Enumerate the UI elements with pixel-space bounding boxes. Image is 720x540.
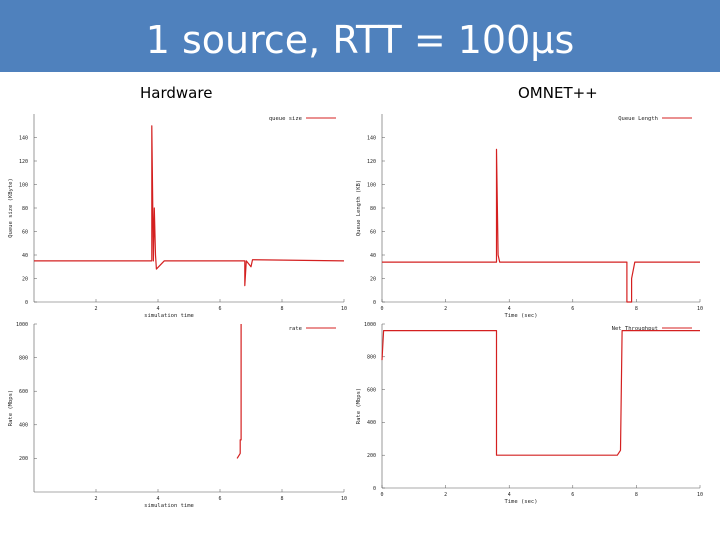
- y-tick-label: 800: [19, 355, 28, 361]
- y-tick-label: 600: [367, 387, 376, 393]
- x-axis-title: Time (sec): [504, 499, 537, 505]
- y-axis-title: Queue size (KByte): [8, 178, 14, 238]
- omnet-queue-chart: 0 20 40 60 80 100 120 140 0 2 4 6 8 10 Time (sec) Queue…: [356, 114, 703, 319]
- x-tick-label: 2: [444, 492, 447, 498]
- y-tick-label: 100: [19, 182, 28, 188]
- x-tick-label: 6: [218, 496, 221, 502]
- hardware-rate-chart: 200 400 600 800 1000 2 4 6 8 10 simulation time Rat…: [8, 322, 347, 509]
- x-axis-title: simulation time: [144, 313, 194, 319]
- y-tick-label: 140: [367, 135, 376, 141]
- y-tick-label: 120: [367, 159, 376, 165]
- x-tick-label: 0: [380, 492, 383, 498]
- x-tick-label: 4: [508, 492, 511, 498]
- hardware-column-label: Hardware: [140, 84, 213, 102]
- x-tick-label: 4: [156, 496, 159, 502]
- y-axis-title: Rate (Mbps): [356, 388, 362, 424]
- series-line: [236, 324, 242, 459]
- series-line: [382, 148, 700, 303]
- x-tick-label: 8: [635, 306, 638, 312]
- y-tick-label: 60: [22, 229, 28, 235]
- y-tick-label: 80: [22, 206, 28, 212]
- omnet-rate-chart: 0 200 400 600 800 1000 0 2 4 6 8 10 Time (sec) Rate (…: [356, 322, 703, 505]
- series-line: [381, 330, 700, 456]
- y-tick-label: 20: [370, 276, 376, 282]
- y-tick-label: 200: [19, 456, 28, 462]
- y-tick-label: 60: [370, 229, 376, 235]
- x-tick-label: 6: [218, 306, 221, 312]
- y-tick-label: 100: [367, 182, 376, 188]
- x-tick-label: 2: [94, 306, 97, 312]
- y-tick-label: 20: [22, 276, 28, 282]
- x-tick-label: 0: [380, 306, 383, 312]
- x-tick-label: 10: [697, 492, 703, 498]
- title-bar: [0, 0, 720, 72]
- y-tick-label: 600: [19, 389, 28, 395]
- y-tick-label: 0: [373, 486, 376, 492]
- series-line: [34, 125, 345, 287]
- x-tick-label: 2: [94, 496, 97, 502]
- y-tick-label: 120: [19, 159, 28, 165]
- legend-label: Net Throughput: [612, 326, 658, 332]
- y-tick-label: 0: [373, 300, 376, 306]
- x-tick-label: 10: [697, 306, 703, 312]
- x-tick-label: 10: [341, 306, 347, 312]
- x-tick-label: 8: [280, 306, 283, 312]
- y-axis-title: Rate (Mbps): [8, 390, 14, 426]
- y-tick-label: 40: [370, 253, 376, 259]
- y-tick-label: 200: [367, 453, 376, 459]
- legend-label: rate: [289, 326, 302, 332]
- y-tick-label: 1000: [364, 322, 376, 328]
- x-tick-label: 4: [508, 306, 511, 312]
- y-tick-label: 40: [22, 253, 28, 259]
- omnet-column-label: OMNET++: [518, 84, 598, 102]
- x-axis-title: Time (sec): [504, 313, 537, 319]
- y-tick-label: 800: [367, 355, 376, 361]
- slide-title: 1 source, RTT = 100µs: [145, 18, 575, 62]
- x-tick-label: 4: [156, 306, 159, 312]
- x-tick-label: 10: [341, 496, 347, 502]
- x-tick-label: 6: [571, 306, 574, 312]
- x-axis-title: simulation time: [144, 503, 194, 509]
- x-tick-label: 2: [444, 306, 447, 312]
- x-tick-label: 6: [571, 492, 574, 498]
- y-tick-label: 400: [19, 423, 28, 429]
- y-tick-label: 140: [19, 135, 28, 141]
- legend-label: Queue Length: [618, 116, 658, 122]
- y-tick-label: 0: [25, 300, 28, 306]
- legend-label: queue size: [269, 116, 302, 122]
- hardware-queue-chart: 0 20 40 60 80 100 120 140 2 4 6 8 10 simulation time Q…: [8, 114, 347, 319]
- y-tick-label: 1000: [16, 322, 28, 328]
- y-axis-title: Queue Length (KB): [356, 180, 362, 236]
- x-tick-label: 8: [635, 492, 638, 498]
- y-tick-label: 400: [367, 420, 376, 426]
- y-tick-label: 80: [370, 206, 376, 212]
- x-tick-label: 8: [280, 496, 283, 502]
